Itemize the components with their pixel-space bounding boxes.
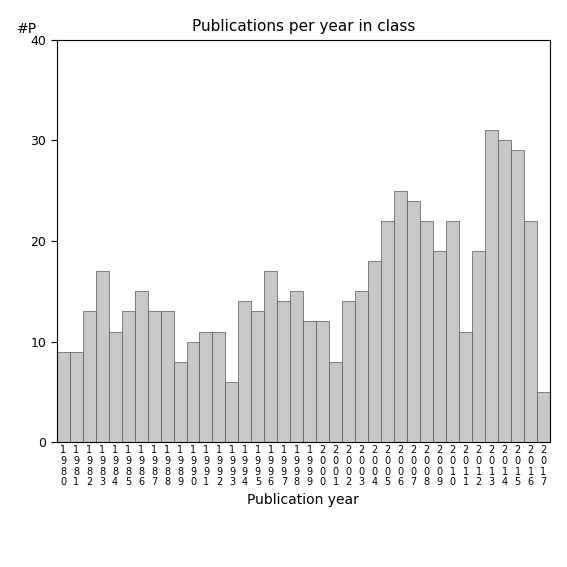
- X-axis label: Publication year: Publication year: [247, 493, 359, 507]
- Bar: [303, 321, 316, 442]
- Bar: [83, 311, 96, 442]
- Bar: [226, 382, 239, 442]
- Bar: [446, 221, 459, 442]
- Bar: [147, 311, 160, 442]
- Bar: [381, 221, 394, 442]
- Bar: [174, 362, 187, 442]
- Bar: [187, 341, 200, 442]
- Bar: [407, 201, 420, 442]
- Bar: [537, 392, 550, 442]
- Bar: [277, 302, 290, 442]
- Bar: [251, 311, 264, 442]
- Bar: [109, 332, 121, 442]
- Bar: [96, 271, 109, 442]
- Bar: [420, 221, 433, 442]
- Bar: [368, 261, 381, 442]
- Bar: [472, 251, 485, 442]
- Bar: [511, 150, 524, 442]
- Bar: [290, 291, 303, 442]
- Title: Publications per year in class: Publications per year in class: [192, 19, 415, 35]
- Bar: [524, 221, 537, 442]
- Bar: [200, 332, 213, 442]
- Bar: [239, 302, 251, 442]
- Bar: [57, 352, 70, 442]
- Bar: [121, 311, 134, 442]
- Bar: [498, 141, 511, 442]
- Bar: [459, 332, 472, 442]
- Bar: [264, 271, 277, 442]
- Bar: [160, 311, 174, 442]
- Bar: [70, 352, 83, 442]
- Bar: [394, 191, 407, 442]
- Bar: [356, 291, 368, 442]
- Bar: [134, 291, 147, 442]
- Bar: [433, 251, 446, 442]
- Bar: [342, 302, 356, 442]
- Bar: [316, 321, 329, 442]
- Bar: [329, 362, 342, 442]
- Bar: [213, 332, 226, 442]
- Text: #P: #P: [17, 22, 37, 36]
- Bar: [485, 130, 498, 442]
